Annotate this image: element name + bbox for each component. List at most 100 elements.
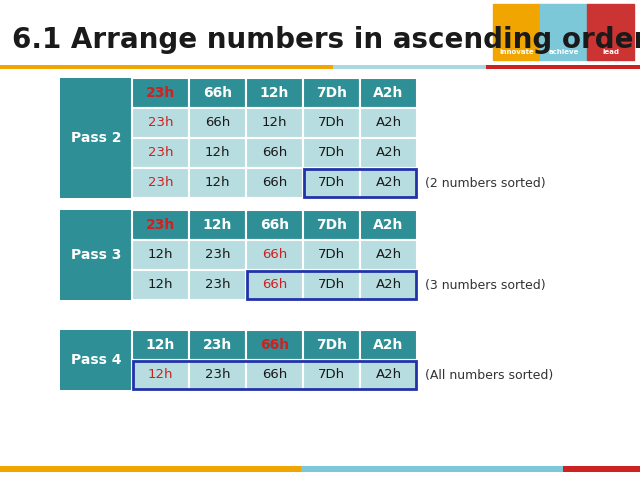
Text: (3 numbers sorted): (3 numbers sorted) bbox=[425, 278, 546, 291]
Text: 66h: 66h bbox=[203, 86, 232, 100]
Text: innovate: innovate bbox=[499, 49, 534, 55]
Bar bbox=[132, 138, 189, 168]
Bar bbox=[132, 78, 189, 108]
Bar bbox=[360, 168, 417, 198]
Bar bbox=[493, 4, 540, 60]
Bar bbox=[189, 108, 246, 138]
Bar bbox=[189, 138, 246, 168]
Bar bbox=[60, 210, 132, 300]
Text: 23h: 23h bbox=[148, 117, 173, 130]
Text: 7Dh: 7Dh bbox=[318, 278, 345, 291]
Bar bbox=[132, 108, 189, 138]
Bar bbox=[303, 108, 360, 138]
Bar bbox=[303, 168, 360, 198]
Bar bbox=[360, 108, 417, 138]
Bar bbox=[360, 270, 417, 300]
Text: 12h: 12h bbox=[148, 369, 173, 382]
Text: 66h: 66h bbox=[262, 369, 287, 382]
Text: 7Dh: 7Dh bbox=[318, 369, 345, 382]
Bar bbox=[360, 210, 417, 240]
Bar bbox=[303, 270, 360, 300]
Text: 23h: 23h bbox=[205, 249, 230, 262]
Bar bbox=[0, 466, 301, 472]
Text: 12h: 12h bbox=[205, 177, 230, 190]
Text: 23h: 23h bbox=[205, 369, 230, 382]
Bar bbox=[132, 360, 189, 390]
Bar bbox=[132, 168, 189, 198]
Bar bbox=[246, 240, 303, 270]
Bar bbox=[0, 65, 333, 69]
Bar bbox=[189, 270, 246, 300]
Text: 7Dh: 7Dh bbox=[318, 249, 345, 262]
Bar bbox=[303, 138, 360, 168]
Bar bbox=[304, 169, 416, 197]
Bar bbox=[246, 270, 303, 300]
Bar bbox=[486, 65, 640, 69]
Bar bbox=[303, 360, 360, 390]
Bar bbox=[303, 330, 360, 360]
Bar bbox=[132, 240, 189, 270]
Bar bbox=[247, 271, 416, 299]
Bar bbox=[132, 270, 189, 300]
Text: 23h: 23h bbox=[148, 177, 173, 190]
Bar bbox=[360, 78, 417, 108]
Text: A2h: A2h bbox=[373, 218, 404, 232]
Bar bbox=[563, 466, 640, 472]
Bar bbox=[303, 240, 360, 270]
Bar bbox=[540, 4, 587, 60]
Text: 12h: 12h bbox=[148, 278, 173, 291]
Text: 23h: 23h bbox=[146, 218, 175, 232]
Bar bbox=[189, 168, 246, 198]
Text: 12h: 12h bbox=[262, 117, 287, 130]
Bar bbox=[246, 168, 303, 198]
Bar bbox=[189, 330, 246, 360]
Text: Pass 3: Pass 3 bbox=[71, 248, 121, 262]
Text: 23h: 23h bbox=[146, 86, 175, 100]
Bar bbox=[189, 78, 246, 108]
Text: 12h: 12h bbox=[148, 249, 173, 262]
Bar bbox=[360, 138, 417, 168]
Bar bbox=[303, 210, 360, 240]
Bar bbox=[246, 210, 303, 240]
Text: 66h: 66h bbox=[262, 249, 287, 262]
Text: 7Dh: 7Dh bbox=[316, 218, 347, 232]
Text: (All numbers sorted): (All numbers sorted) bbox=[425, 369, 553, 382]
Bar bbox=[132, 210, 189, 240]
Bar bbox=[246, 108, 303, 138]
Bar bbox=[360, 330, 417, 360]
Text: 7Dh: 7Dh bbox=[316, 338, 347, 352]
Text: Pass 4: Pass 4 bbox=[71, 353, 121, 367]
Text: A2h: A2h bbox=[376, 278, 401, 291]
Bar bbox=[333, 65, 486, 69]
Text: 7Dh: 7Dh bbox=[316, 86, 347, 100]
Text: 6.1 Arrange numbers in ascending order: 6.1 Arrange numbers in ascending order bbox=[12, 26, 640, 54]
Text: 23h: 23h bbox=[148, 146, 173, 159]
Text: 7Dh: 7Dh bbox=[318, 146, 345, 159]
Bar bbox=[246, 78, 303, 108]
Bar bbox=[301, 466, 563, 472]
Text: 23h: 23h bbox=[203, 338, 232, 352]
Text: A2h: A2h bbox=[376, 177, 401, 190]
Bar bbox=[132, 330, 189, 360]
Bar bbox=[189, 210, 246, 240]
Text: Pass 2: Pass 2 bbox=[71, 131, 121, 145]
Text: A2h: A2h bbox=[376, 249, 401, 262]
Text: 7Dh: 7Dh bbox=[318, 117, 345, 130]
Text: 66h: 66h bbox=[262, 278, 287, 291]
Text: 66h: 66h bbox=[205, 117, 230, 130]
Text: 23h: 23h bbox=[205, 278, 230, 291]
Bar bbox=[360, 240, 417, 270]
Text: A2h: A2h bbox=[376, 369, 401, 382]
Text: 12h: 12h bbox=[146, 338, 175, 352]
Text: 12h: 12h bbox=[260, 86, 289, 100]
Bar bbox=[246, 360, 303, 390]
Text: 7Dh: 7Dh bbox=[318, 177, 345, 190]
Bar bbox=[133, 361, 416, 389]
Text: (2 numbers sorted): (2 numbers sorted) bbox=[425, 177, 546, 190]
Text: 66h: 66h bbox=[260, 218, 289, 232]
Bar bbox=[60, 330, 132, 390]
Text: 66h: 66h bbox=[260, 338, 289, 352]
Text: lead: lead bbox=[602, 49, 619, 55]
Text: A2h: A2h bbox=[376, 117, 401, 130]
Text: achieve: achieve bbox=[548, 49, 579, 55]
